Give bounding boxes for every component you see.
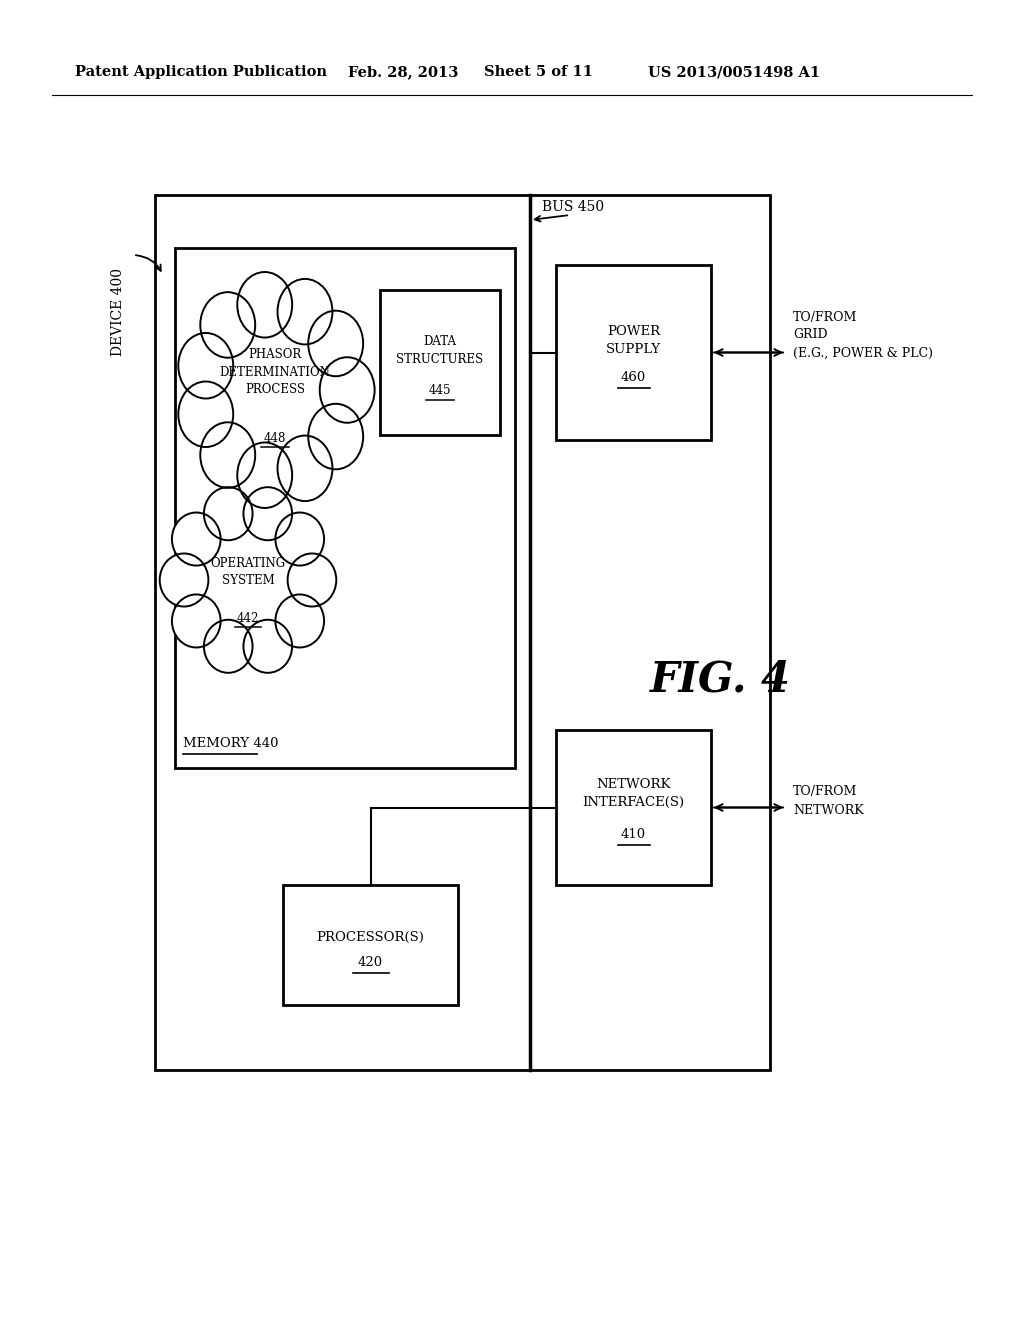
Text: 420: 420 bbox=[358, 957, 383, 969]
Ellipse shape bbox=[201, 422, 255, 488]
Bar bbox=[175, 248, 515, 768]
Ellipse shape bbox=[181, 508, 314, 652]
Text: Patent Application Publication: Patent Application Publication bbox=[75, 65, 327, 79]
Ellipse shape bbox=[160, 553, 208, 606]
Ellipse shape bbox=[244, 620, 292, 673]
Text: 442: 442 bbox=[237, 611, 259, 624]
Bar bbox=[380, 290, 500, 436]
Ellipse shape bbox=[278, 436, 333, 502]
Ellipse shape bbox=[204, 620, 253, 673]
Text: 448: 448 bbox=[264, 432, 286, 445]
Text: TO/FROM
NETWORK: TO/FROM NETWORK bbox=[793, 785, 864, 817]
Ellipse shape bbox=[278, 279, 333, 345]
Bar bbox=[155, 195, 770, 1071]
Text: Feb. 28, 2013: Feb. 28, 2013 bbox=[348, 65, 459, 79]
Text: BUS 450: BUS 450 bbox=[542, 201, 604, 214]
Ellipse shape bbox=[288, 553, 336, 606]
Ellipse shape bbox=[172, 512, 220, 565]
Ellipse shape bbox=[178, 333, 233, 399]
Text: PHASOR
DETERMINATION
PROCESS: PHASOR DETERMINATION PROCESS bbox=[219, 348, 331, 396]
Text: FIG. 4: FIG. 4 bbox=[649, 659, 791, 701]
Ellipse shape bbox=[308, 404, 364, 470]
Ellipse shape bbox=[238, 442, 292, 508]
Text: TO/FROM
GRID
(E.G., POWER & PLC): TO/FROM GRID (E.G., POWER & PLC) bbox=[793, 310, 933, 359]
Bar bbox=[556, 730, 711, 884]
Text: US 2013/0051498 A1: US 2013/0051498 A1 bbox=[648, 65, 820, 79]
Ellipse shape bbox=[319, 358, 375, 422]
Text: DEVICE 400: DEVICE 400 bbox=[111, 268, 125, 356]
Text: OPERATING
SYSTEM: OPERATING SYSTEM bbox=[211, 557, 286, 587]
Text: DATA
STRUCTURES: DATA STRUCTURES bbox=[396, 335, 483, 366]
Text: NETWORK
INTERFACE(S): NETWORK INTERFACE(S) bbox=[583, 779, 685, 809]
Text: 445: 445 bbox=[429, 384, 452, 397]
Bar bbox=[556, 265, 711, 440]
Text: POWER
SUPPLY: POWER SUPPLY bbox=[606, 325, 662, 356]
Ellipse shape bbox=[201, 292, 255, 358]
Ellipse shape bbox=[244, 487, 292, 540]
Text: 460: 460 bbox=[621, 371, 646, 384]
Ellipse shape bbox=[275, 594, 324, 648]
Ellipse shape bbox=[238, 272, 292, 338]
Ellipse shape bbox=[172, 594, 220, 648]
Text: Sheet 5 of 11: Sheet 5 of 11 bbox=[484, 65, 593, 79]
Ellipse shape bbox=[204, 487, 253, 540]
Text: MEMORY 440: MEMORY 440 bbox=[183, 737, 279, 750]
Ellipse shape bbox=[178, 381, 233, 447]
Text: 410: 410 bbox=[621, 828, 646, 841]
Text: PROCESSOR(S): PROCESSOR(S) bbox=[316, 931, 424, 944]
Ellipse shape bbox=[201, 301, 350, 479]
Ellipse shape bbox=[275, 512, 324, 565]
Ellipse shape bbox=[308, 310, 364, 376]
Bar bbox=[283, 884, 458, 1005]
